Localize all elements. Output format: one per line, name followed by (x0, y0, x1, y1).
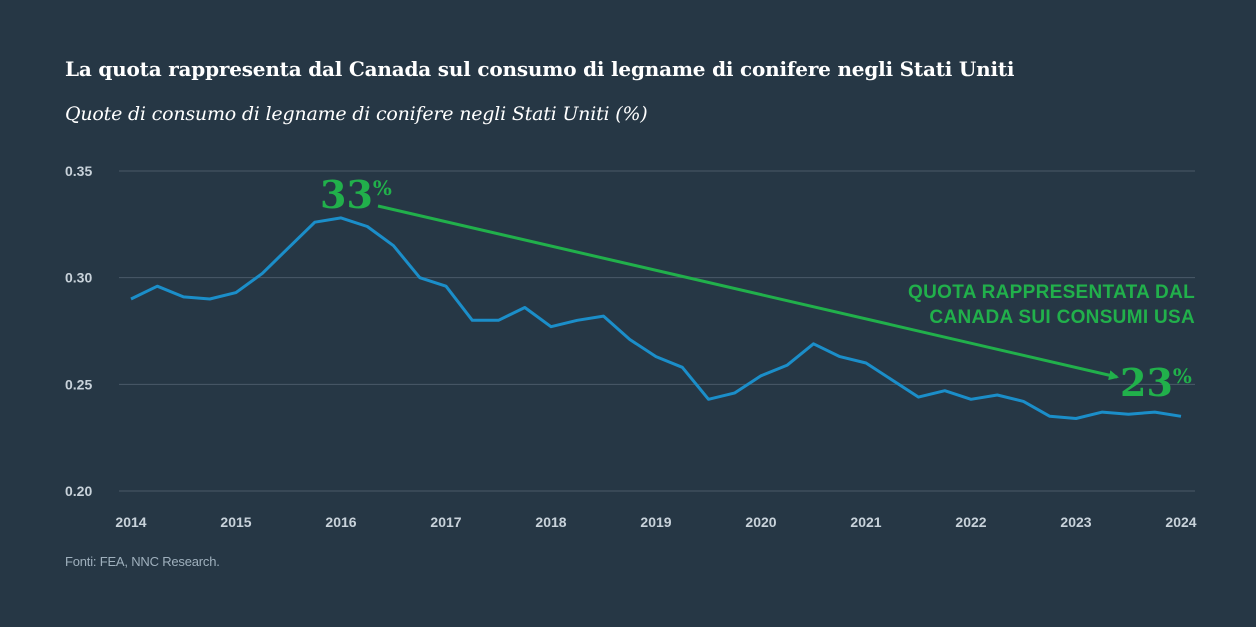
callout-line-1: QUOTA RAPPRESENTATA DAL (908, 282, 1195, 303)
x-tick-label: 2018 (535, 514, 566, 530)
x-tick-label: 2017 (430, 514, 461, 530)
x-tick-label: 2016 (325, 514, 356, 530)
y-axis-ticks: 0.20 0.25 0.30 0.35 (65, 163, 92, 499)
x-tick-label: 2022 (955, 514, 986, 530)
x-tick-label: 2021 (850, 514, 881, 530)
x-tick-label: 2014 (115, 514, 146, 530)
series-line (130, 216, 1182, 420)
y-tick-label: 0.30 (65, 270, 92, 286)
series-layer (130, 216, 1182, 420)
y-tick-label: 0.20 (65, 483, 92, 499)
x-axis-ticks: 2014 2015 2016 2017 2018 2019 2020 2021 2022 2023… (115, 514, 1196, 530)
y-tick-label: 0.25 (65, 376, 92, 392)
y-tick-label: 0.35 (65, 163, 92, 179)
gridlines (119, 170, 1195, 492)
x-tick-label: 2019 (640, 514, 671, 530)
callout-line-2: CANADA SUI CONSUMI USA (929, 307, 1195, 328)
end-value-label: 23% (1120, 360, 1192, 405)
start-value-label: 33% (320, 172, 392, 217)
x-tick-label: 2023 (1060, 514, 1091, 530)
x-tick-label: 2020 (745, 514, 776, 530)
x-tick-label: 2015 (220, 514, 251, 530)
trend-annotation: 33% 23% QUOTA RAPPRESENTATA DAL CANADA S… (320, 172, 1195, 405)
x-tick-label: 2024 (1165, 514, 1196, 530)
trend-arrow (377, 204, 1119, 381)
source-note: Fonti: FEA, NNC Research. (65, 554, 220, 569)
chart-title: La quota rappresenta dal Canada sul cons… (65, 57, 1015, 81)
chart-subtitle: Quote di consumo di legname di conifere … (65, 103, 648, 125)
